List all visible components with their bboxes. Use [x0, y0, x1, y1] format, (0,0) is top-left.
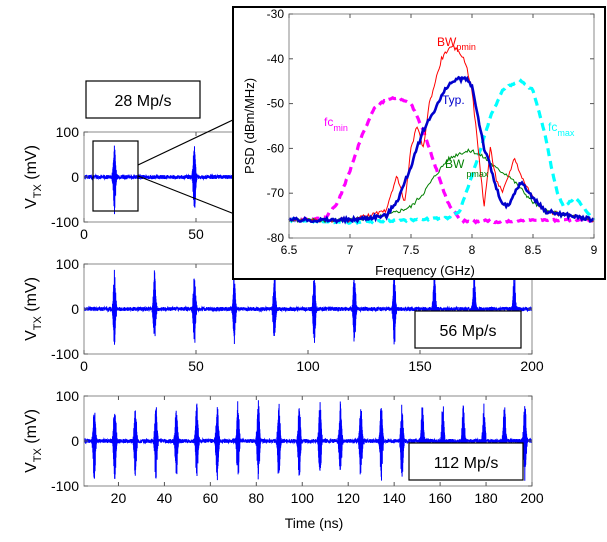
panel-28-ylabel: VTX (mV): [23, 145, 44, 209]
x-tick-label: 40: [157, 490, 173, 506]
rate-label-56: 56 Mp/s: [440, 323, 497, 340]
annotation-bw-pmin-sub: pmin: [456, 42, 476, 52]
rate-label-28: 28 Mp/s: [115, 93, 172, 110]
y-tick-label: 0: [71, 301, 79, 317]
psd-x-tick-label: 7: [347, 243, 354, 257]
y-tick-label: -100: [51, 478, 79, 494]
psd-series: [288, 44, 596, 226]
y-tick-label: -100: [51, 214, 79, 230]
rate-label-box-112: [408, 442, 524, 481]
panel-28-ylabel-unit: (mV): [23, 145, 40, 184]
x-tick-label: 0: [80, 358, 88, 374]
psd-xlabel: Frequency (GHz): [375, 263, 475, 278]
x-tick-label: 0: [80, 226, 88, 242]
x-tick-label: 160: [428, 490, 452, 506]
x-tick-label: 60: [203, 490, 219, 506]
psd-y-tick-label: -80: [267, 231, 285, 245]
y-tick-label: 0: [71, 169, 79, 185]
x-tick-label: 120: [337, 490, 361, 506]
x-tick-label: 150: [408, 358, 432, 374]
panel-56-ylabel-unit: (mV): [23, 277, 40, 316]
psd-frame: [288, 13, 595, 239]
psd-x-tick-label: 8.5: [525, 243, 542, 257]
panel-112-ticks: 20 40 60 80 100 120 140 160 180 200 100 0 -100: [51, 388, 544, 506]
annotation-bw-pmax-main: BW: [445, 157, 465, 171]
psd-y-tick-label: -50: [267, 97, 285, 111]
annotation-fc-min-main: fc: [324, 115, 333, 129]
y-tick-label: 100: [56, 256, 80, 272]
annotation-bw-pmax-sub: pmax: [466, 169, 489, 179]
y-tick-label: 0: [71, 433, 79, 449]
x-tick-label: 200: [520, 490, 544, 506]
y-tick-label: -100: [51, 346, 79, 362]
x-tick-label: 80: [249, 490, 265, 506]
psd-x-tick-label: 6.5: [281, 243, 298, 257]
psd-x-tick-label: 8: [469, 243, 476, 257]
panel-56-ylabel-sub: TX: [32, 316, 44, 331]
psd-y-tick-label: -30: [267, 7, 285, 21]
y-tick-label: 100: [56, 388, 80, 404]
panel-28-ylabel-sub: TX: [32, 184, 44, 199]
psd-y-tick-label: -70: [267, 186, 285, 200]
psd-x-tick-label: 7.5: [403, 243, 420, 257]
x-tick-label: 20: [111, 490, 127, 506]
annotation-typ: Typ.: [442, 93, 465, 107]
panel-28-ylabel-main: V: [23, 198, 40, 209]
psd-x-tick-label: 9: [591, 243, 598, 257]
rate-label-112: 112 Mp/s: [434, 455, 499, 472]
x-tick-label: 50: [188, 358, 204, 374]
panel-112: 20 40 60 80 100 120 140 160 180 200 100 0 -100 VTX (…: [23, 388, 544, 531]
annotation-fc-min-sub: min: [333, 123, 348, 133]
psd-ticks: 6.5 7 7.5 8 8.5 9 -30 -40 -50 -60 -70 -80: [267, 7, 598, 257]
annotation-fc-max-main: fc: [548, 120, 557, 134]
panel-112-ylabel-main: V: [23, 462, 40, 473]
panel-112-ylabel-unit: (mV): [23, 409, 40, 448]
psd-series-fc-max: [289, 78, 596, 226]
psd-series-fc-min: [288, 95, 594, 225]
panel-112-trace: [83, 400, 533, 481]
x-tick-label: 140: [382, 490, 406, 506]
zoom-connector-bottom: [137, 175, 238, 216]
panel-56-ylabel-main: V: [23, 330, 40, 341]
psd-ylabel: PSD (dBm/MHz): [242, 78, 257, 174]
annotation-fc-max: fcmax: [548, 120, 575, 138]
panel-112-xlabel: Time (ns): [285, 515, 344, 531]
psd-inset: 6.5 7 7.5 8 8.5 9 -30 -40 -50 -60 -70 -80 PSD (dBm/…: [232, 6, 606, 280]
annotation-bw-pmax: BWpmax: [445, 157, 489, 179]
psd-y-tick-label: -60: [267, 141, 285, 155]
x-tick-label: 180: [474, 490, 498, 506]
x-tick-label: 100: [296, 358, 320, 374]
annotation-fc-max-sub: max: [557, 128, 575, 138]
x-tick-label: 200: [520, 358, 544, 374]
annotation-fc-min: fcmin: [324, 115, 348, 133]
y-tick-label: 100: [56, 124, 80, 140]
annotation-bw-pmin-main: BW: [437, 35, 457, 49]
x-tick-label: 100: [291, 490, 315, 506]
panel-112-ylabel: VTX (mV): [23, 409, 44, 473]
psd-series-typ: [288, 75, 595, 225]
panel-56-trace: [83, 269, 533, 348]
zoom-connector-top: [137, 117, 238, 166]
panel-56-ylabel: VTX (mV): [23, 277, 44, 341]
x-tick-label: 50: [188, 226, 204, 242]
annotation-bw-pmin: BWpmin: [437, 35, 476, 52]
psd-y-tick-label: -40: [267, 52, 285, 66]
rate-label-box-28: [85, 80, 201, 119]
panel-112-ylabel-sub: TX: [32, 448, 44, 463]
rate-label-box-56: [414, 310, 522, 349]
